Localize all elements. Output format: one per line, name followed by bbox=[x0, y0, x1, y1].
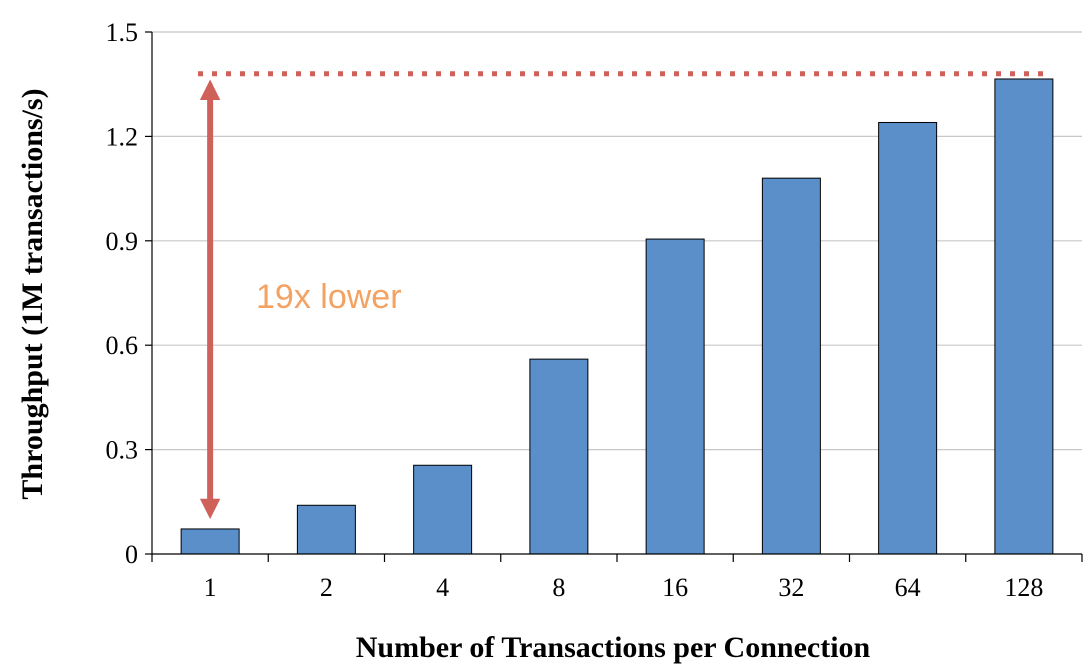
y-tick-labels: 0 0.3 0.6 0.9 1.2 1.5 bbox=[106, 18, 139, 569]
annotation-label: 19x lower bbox=[256, 278, 402, 316]
x-tick-label: 16 bbox=[662, 573, 688, 602]
x-tick-label: 1 bbox=[204, 573, 217, 602]
y-tick-label: 1.5 bbox=[106, 18, 139, 47]
axes bbox=[145, 31, 1083, 562]
bar-1 bbox=[180, 528, 240, 555]
x-tick-label: 8 bbox=[552, 573, 565, 602]
bar-32 bbox=[761, 177, 821, 555]
y-tick-label: 1.2 bbox=[106, 122, 139, 151]
x-tick-labels: 1 2 4 8 16 32 64 128 bbox=[204, 573, 1044, 602]
y-tick-label: 0.3 bbox=[106, 436, 139, 465]
annotation-overlay bbox=[198, 71, 1046, 520]
bars bbox=[180, 78, 1054, 555]
y-tick-label: 0.6 bbox=[106, 331, 139, 360]
bar-128 bbox=[994, 78, 1054, 555]
y-tick-label: 0.9 bbox=[106, 227, 139, 256]
bar-8 bbox=[529, 358, 589, 555]
gridlines bbox=[152, 31, 1082, 451]
y-axis-title: Throughput (1M transactions/s) bbox=[16, 88, 49, 499]
x-tick-label: 4 bbox=[436, 573, 449, 602]
bar-64 bbox=[878, 121, 938, 555]
x-tick-label: 128 bbox=[1004, 573, 1043, 602]
bar-2 bbox=[296, 504, 356, 555]
x-axis-title: Number of Transactions per Connection bbox=[356, 631, 871, 664]
y-tick-label: 0 bbox=[125, 540, 138, 569]
x-tick-label: 2 bbox=[320, 573, 333, 602]
bar-4 bbox=[413, 464, 473, 555]
x-tick-label: 64 bbox=[895, 573, 921, 602]
x-tick-label: 32 bbox=[778, 573, 804, 602]
bar-16 bbox=[645, 238, 705, 555]
